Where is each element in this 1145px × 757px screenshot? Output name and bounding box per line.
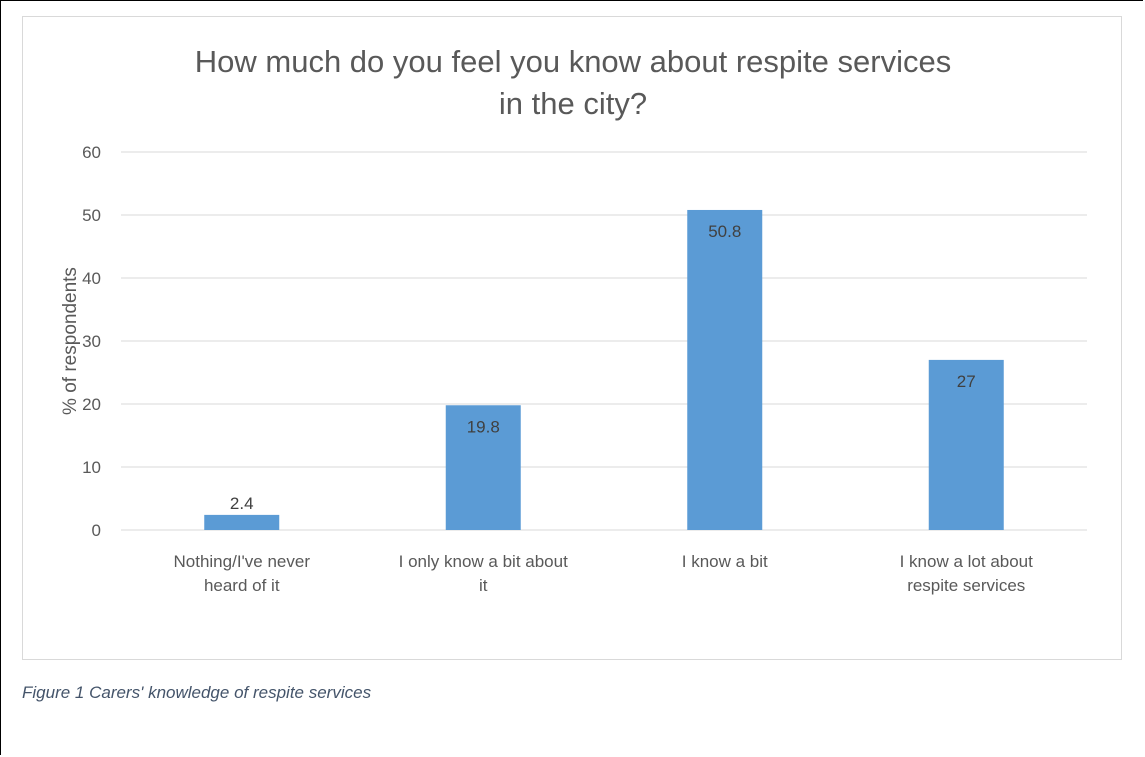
data-label: 50.8 [708, 222, 741, 241]
y-tick-label: 60 [82, 143, 101, 162]
bar-chart: 0 10 20 30 40 50 60 % of respondents 2.4 Nothing/… [60, 143, 1087, 595]
x-category-label: respite services [907, 576, 1025, 595]
y-tick-label: 40 [82, 269, 101, 288]
data-label: 2.4 [230, 494, 254, 513]
data-label: 19.8 [467, 417, 500, 436]
y-tick-label: 0 [92, 521, 101, 540]
bar [928, 359, 1004, 530]
chart-area: How much do you feel you know about resp… [22, 16, 1122, 660]
figure-caption: Figure 1 Carers' knowledge of respite se… [22, 683, 372, 702]
y-tick-label: 10 [82, 458, 101, 477]
x-category-label: I know a bit [682, 552, 768, 571]
data-label: 27 [957, 372, 976, 391]
y-tick-label: 50 [82, 206, 101, 225]
bar [687, 209, 763, 530]
x-category-label: it [479, 576, 488, 595]
x-category-label: Nothing/I've never [174, 552, 311, 571]
x-category-label: heard of it [204, 576, 280, 595]
y-tick-label: 20 [82, 395, 101, 414]
y-axis-label: % of respondents [60, 267, 81, 415]
x-category-label: I only know a bit about [399, 552, 568, 571]
x-category-label: I know a lot about [900, 552, 1034, 571]
chart-title-line-2: in the city? [498, 86, 648, 121]
y-tick-label: 30 [82, 332, 101, 351]
chart-title-line-1: How much do you feel you know about resp… [194, 44, 952, 79]
chart-title: How much do you feel you know about resp… [23, 41, 1123, 125]
bar [445, 405, 521, 530]
bar [204, 514, 280, 530]
